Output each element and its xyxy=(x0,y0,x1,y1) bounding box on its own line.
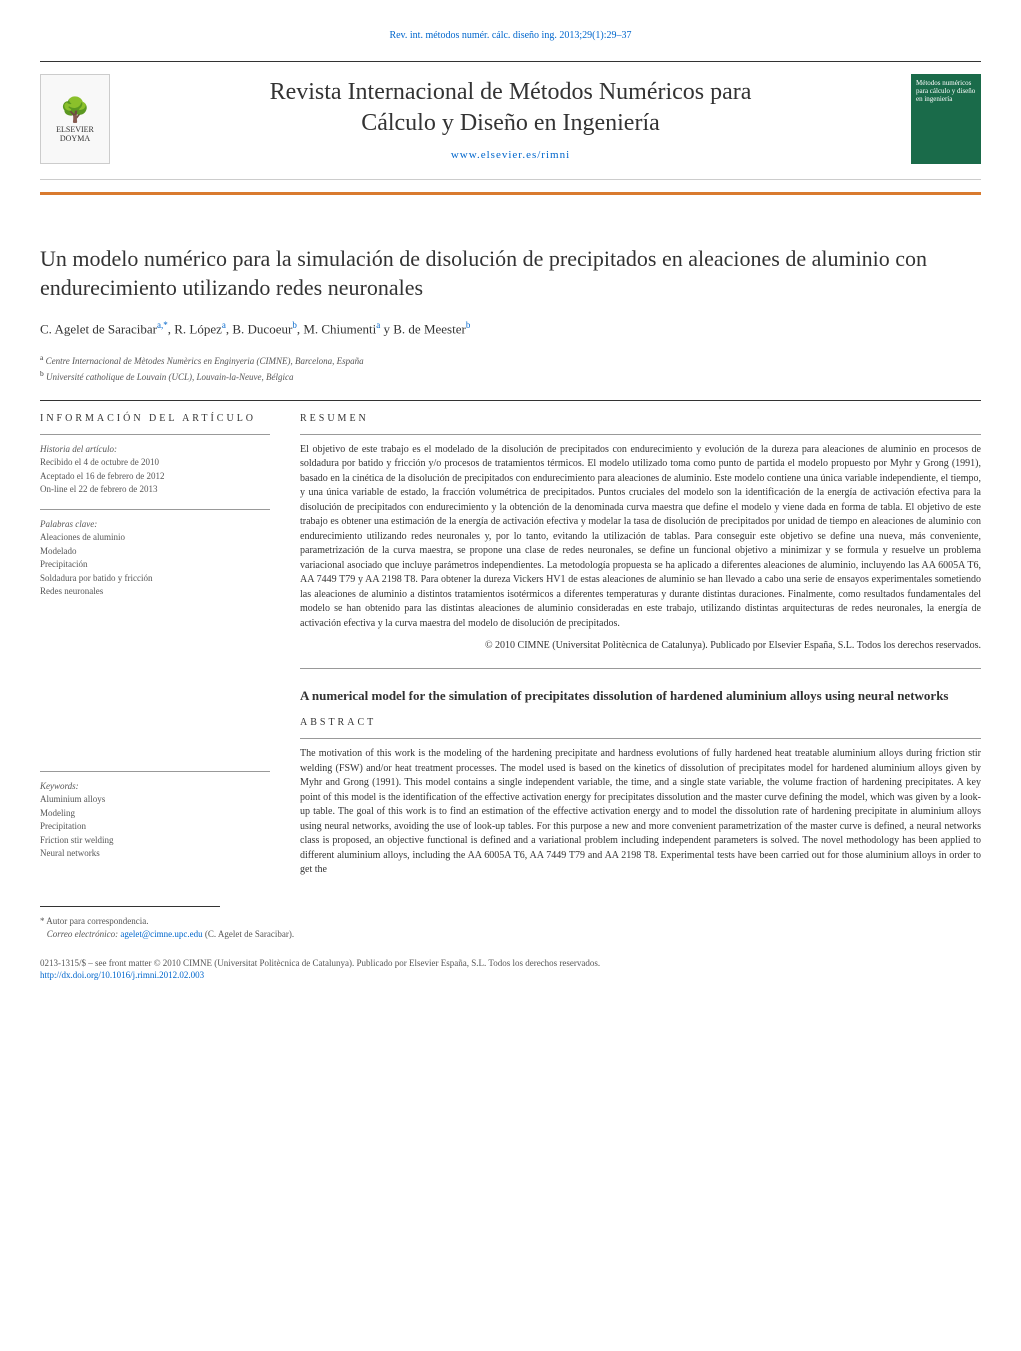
bottom-info: 0213-1315/$ – see front matter © 2010 CI… xyxy=(40,957,981,982)
abstract-es: El objetivo de este trabajo es el modela… xyxy=(300,443,981,632)
content-row: INFORMACIÓN DEL ARTÍCULO Historia del ar… xyxy=(40,413,981,886)
left-column: INFORMACIÓN DEL ARTÍCULO Historia del ar… xyxy=(40,413,270,886)
keyword: Friction stir welding xyxy=(40,834,270,848)
footer-divider xyxy=(40,906,220,907)
divider xyxy=(300,738,981,739)
divider xyxy=(40,509,270,510)
journal-url[interactable]: www.elsevier.es/rimni xyxy=(110,149,911,161)
online-date: On-line el 22 de febrero de 2013 xyxy=(40,484,157,494)
divider xyxy=(40,434,270,435)
divider xyxy=(40,179,981,180)
keyword: Redes neuronales xyxy=(40,585,270,599)
keyword: Modelado xyxy=(40,545,270,559)
keyword: Neural networks xyxy=(40,847,270,861)
keyword: Precipitation xyxy=(40,820,270,834)
right-column: RESUMEN El objetivo de este trabajo es e… xyxy=(300,413,981,886)
copyright-es: © 2010 CIMNE (Universitat Politècnica de… xyxy=(300,639,981,653)
email-link[interactable]: agelet@cimne.upc.edu xyxy=(120,929,202,939)
keyword: Soldadura por batido y fricción xyxy=(40,572,270,586)
orange-divider xyxy=(40,192,981,195)
keywords-en-label: Keywords: xyxy=(40,780,270,794)
header-citation: Rev. int. métodos numér. cálc. diseño in… xyxy=(40,30,981,41)
abstract-en: The motivation of this work is the model… xyxy=(300,747,981,878)
received-date: Recibido el 4 de octubre de 2010 xyxy=(40,457,159,467)
keyword: Aluminium alloys xyxy=(40,793,270,807)
keywords-es-label: Palabras clave: xyxy=(40,518,270,532)
keywords-en-block: Keywords: Aluminium alloys Modeling Prec… xyxy=(40,780,270,861)
keyword: Aleaciones de aluminio xyxy=(40,531,270,545)
article-title: Un modelo numérico para la simulación de… xyxy=(40,245,981,302)
resumen-label: RESUMEN xyxy=(300,413,981,424)
abstract-label: ABSTRACT xyxy=(300,717,981,728)
divider xyxy=(300,434,981,435)
journal-title: Revista Internacional de Métodos Numéric… xyxy=(110,77,911,139)
divider xyxy=(40,400,981,401)
journal-cover: Métodos numéricos para cálculo y diseño … xyxy=(911,74,981,164)
authors: C. Agelet de Saracibara,*, R. Lópeza, B.… xyxy=(40,320,981,337)
tree-icon: 🌳 xyxy=(60,96,90,125)
elsevier-logo: 🌳 ELSEVIER DOYMA xyxy=(40,74,110,164)
keyword: Precipitación xyxy=(40,558,270,572)
footer-note: * Autor para correspondencia. Correo ele… xyxy=(40,915,981,942)
divider xyxy=(300,668,981,669)
journal-title-section: Revista Internacional de Métodos Numéric… xyxy=(110,77,911,161)
history-label: Historia del artículo: xyxy=(40,443,270,457)
divider xyxy=(40,771,270,772)
logo-text: ELSEVIER DOYMA xyxy=(41,125,109,143)
info-label: INFORMACIÓN DEL ARTÍCULO xyxy=(40,413,270,424)
english-title: A numerical model for the simulation of … xyxy=(300,687,981,705)
keyword: Modeling xyxy=(40,807,270,821)
doi-link[interactable]: http://dx.doi.org/10.1016/j.rimni.2012.0… xyxy=(40,970,204,980)
journal-header: 🌳 ELSEVIER DOYMA Revista Internacional d… xyxy=(40,64,981,179)
accepted-date: Aceptado el 16 de febrero de 2012 xyxy=(40,471,164,481)
affiliations: a Centre Internacional de Mètodes Numèri… xyxy=(40,352,981,385)
spacer xyxy=(40,611,270,771)
divider xyxy=(40,61,981,62)
keywords-es-block: Palabras clave: Aleaciones de aluminio M… xyxy=(40,518,270,599)
history-block: Historia del artículo: Recibido el 4 de … xyxy=(40,443,270,497)
